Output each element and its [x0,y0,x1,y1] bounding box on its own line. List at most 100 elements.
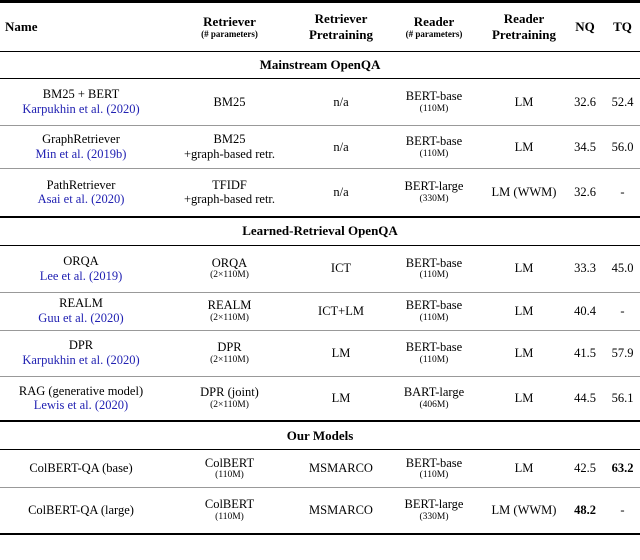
citation-link[interactable]: Lee et al. (2019) [39,268,123,283]
section-header-mainstream-openqa: Mainstream OpenQA [0,52,640,79]
table-row-realm: REALM Guu et al. (2020) REALM (2×110M) I… [0,292,640,330]
reader-params: (110M) [419,103,449,114]
retriever-pretraining-cell: n/a [333,139,349,154]
section-title: Learned-Retrieval OpenQA [242,223,398,238]
col-header-reader: Reader (# parameters) [385,2,483,52]
retriever-cell: DPR (joint) (2×110M) [162,376,297,421]
retriever-pretraining-cell: MSMARCO [309,502,373,517]
col-header-name: Name [5,19,38,35]
reader-params: (330M) [419,194,449,205]
table-row-colbert-qa-base: ColBERT-QA (base) ColBERT (110M) MSMARCO… [0,450,640,488]
reader-pretraining-cell: LM [514,261,534,276]
reader-params: (110M) [419,470,449,481]
tq-value: 57.9 [611,345,634,360]
retriever-cell: DPR (2×110M) [162,330,297,376]
tq-value: 56.0 [611,139,634,154]
table-row-orqa: ORQA Lee et al. (2019) ORQA (2×110M) ICT… [0,245,640,292]
reader-pretraining-cell: LM [514,390,534,405]
name-cell: DPR Karpukhin et al. (2020) [0,330,162,376]
nq-value: 42.5 [574,461,596,476]
citation-link[interactable]: Guu et al. (2020) [38,311,124,325]
nq-value: 32.6 [574,184,596,199]
tq-value: 52.4 [611,94,634,109]
model-name: ColBERT-QA (large) [28,502,134,517]
reader-cell: BERT-large (330M) [385,488,483,534]
tq-value: 56.1 [611,390,634,405]
nq-value: 48.2 [574,502,596,517]
reader-pretraining-cell: LM [514,461,534,476]
reader-cell: BERT-base (110M) [385,245,483,292]
reader-cell: BERT-base (110M) [385,450,483,488]
reader-pretraining-cell: LM [514,303,534,318]
citation-link[interactable]: Karpukhin et al. (2020) [22,353,140,367]
nq-value: 40.4 [574,303,596,318]
reader-pretraining-cell: LM (WWM) [491,502,557,517]
tq-value: 45.0 [611,261,634,276]
reader-params: (110M) [419,354,449,365]
table-row-dpr: DPR Karpukhin et al. (2020) DPR (2×110M)… [0,330,640,376]
col-header-retriever-params: (# parameters) [201,29,258,40]
table-row-rag: RAG (generative model) Lewis et al. (202… [0,376,640,421]
retriever-pretraining-cell: LM [331,390,351,405]
retriever-params: (2×110M) [210,270,249,281]
table-row-graphretriever: GraphRetriever Min et al. (2019b) BM25 +… [0,125,640,169]
name-cell: ColBERT-QA (large) [0,488,162,534]
table-row-pathretriever: PathRetriever Asai et al. (2020) TFIDF +… [0,168,640,217]
retriever-pretraining-cell: n/a [333,184,349,199]
retriever-cell: REALM (2×110M) [162,292,297,330]
retriever-pretraining-cell: ICT+LM [318,303,364,318]
model-name: ORQA [63,253,99,268]
retriever-cell: BM25 [213,94,246,109]
model-name: BM25 + BERT [42,87,120,102]
reader-cell: BERT-base (110M) [385,330,483,376]
col-header-retriever: Retriever (# parameters) [162,2,297,52]
retriever-params: (2×110M) [210,312,249,323]
model-name: REALM [59,296,103,311]
retriever-cell: ORQA (2×110M) [162,245,297,292]
retriever-params: (110M) [215,470,244,481]
paper-results-table-page: Name Retriever (# parameters) Retriever … [0,0,640,535]
col-header-retriever-pretraining: Retriever Pretraining [308,11,374,42]
section-header-learned-retrieval-openqa: Learned-Retrieval OpenQA [0,216,640,245]
model-name: GraphRetriever [42,132,120,147]
reader-cell: BERT-base (110M) [385,79,483,126]
header-row: Name Retriever (# parameters) Retriever … [0,2,640,52]
reader-pretraining-cell: LM [514,345,534,360]
model-name: PathRetriever [46,177,116,192]
reader-cell: BERT-large (330M) [385,169,483,217]
model-name: RAG (generative model) [18,383,144,398]
reader-pretraining-cell: LM [514,139,534,154]
col-header-reader-pretraining: Reader Pretraining [491,11,557,42]
retriever-detail: +graph-based retr. [183,147,276,161]
reader-pretraining-cell: LM (WWM) [491,184,557,199]
citation-link[interactable]: Min et al. (2019b) [35,147,127,161]
reader-cell: BERT-base (110M) [385,126,483,169]
reader-params: (110M) [419,148,449,159]
reader-params: (110M) [419,270,449,281]
reader-params: (330M) [419,512,449,523]
name-cell: GraphRetriever Min et al. (2019b) [0,126,162,169]
retriever-cell: BM25 +graph-based retr. [162,126,297,169]
section-title: Our Models [286,427,354,443]
citation-link[interactable]: Lewis et al. (2020) [33,398,129,413]
name-cell: ColBERT-QA (base) [0,450,162,488]
section-title: Mainstream OpenQA [259,57,381,72]
name-cell: PathRetriever Asai et al. (2020) [0,169,162,217]
nq-value: 41.5 [574,345,596,360]
results-table: Name Retriever (# parameters) Retriever … [0,0,640,535]
table-row-colbert-qa-large: ColBERT-QA (large) ColBERT (110M) MSMARC… [0,487,640,534]
retriever-detail: +graph-based retr. [183,192,276,207]
reader-params: (110M) [419,312,449,323]
section-header-our-models: Our Models [0,421,640,450]
reader-pretraining-cell: LM [514,94,534,109]
tq-value: - [620,502,625,517]
col-header-nq: NQ [575,19,595,35]
nq-value: 33.3 [574,261,596,276]
citation-link[interactable]: Asai et al. (2020) [37,192,125,207]
col-header-tq: TQ [613,19,632,35]
table-row-bm25-bert: BM25 + BERT Karpukhin et al. (2020) BM25… [0,79,640,126]
reader-cell: BERT-base (110M) [385,292,483,330]
nq-value: 34.5 [574,139,596,154]
citation-link[interactable]: Karpukhin et al. (2020) [22,102,140,116]
retriever-params: (2×110M) [210,354,249,365]
